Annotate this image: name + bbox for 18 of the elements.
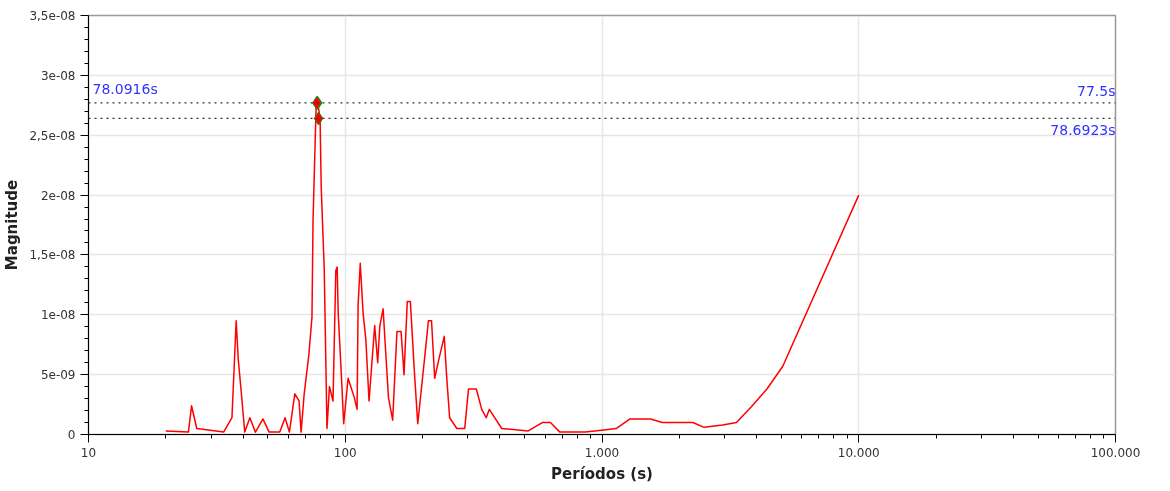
y-tick-label: 1e-08 (40, 308, 76, 323)
x-tick-label: 10 (80, 445, 97, 460)
y-tick-label: 0 (67, 428, 76, 442)
y-axis-title: Magnitude (3, 179, 22, 271)
y-tick-label: 2,5e-08 (29, 128, 76, 143)
x-tick-label: 100.000 (1090, 445, 1141, 460)
y-tick-label: 3,5e-08 (29, 9, 76, 23)
x-tick-label: 100 (333, 445, 357, 460)
y-tick-label: 3e-08 (40, 68, 76, 83)
ref-line-label: 78.6923s (1050, 122, 1116, 139)
ref-line-label: 77.5s (1077, 82, 1116, 99)
annotation: 78.0916s (92, 80, 158, 97)
x-tick-label: 1.000 (584, 445, 620, 460)
y-tick-label: 2e-08 (40, 188, 76, 203)
y-tick-label: 5e-09 (40, 368, 76, 383)
x-tick-label: 10.000 (837, 445, 880, 460)
y-tick-label: 1,5e-08 (29, 248, 76, 263)
x-axis-title: Períodos (s) (551, 464, 653, 483)
